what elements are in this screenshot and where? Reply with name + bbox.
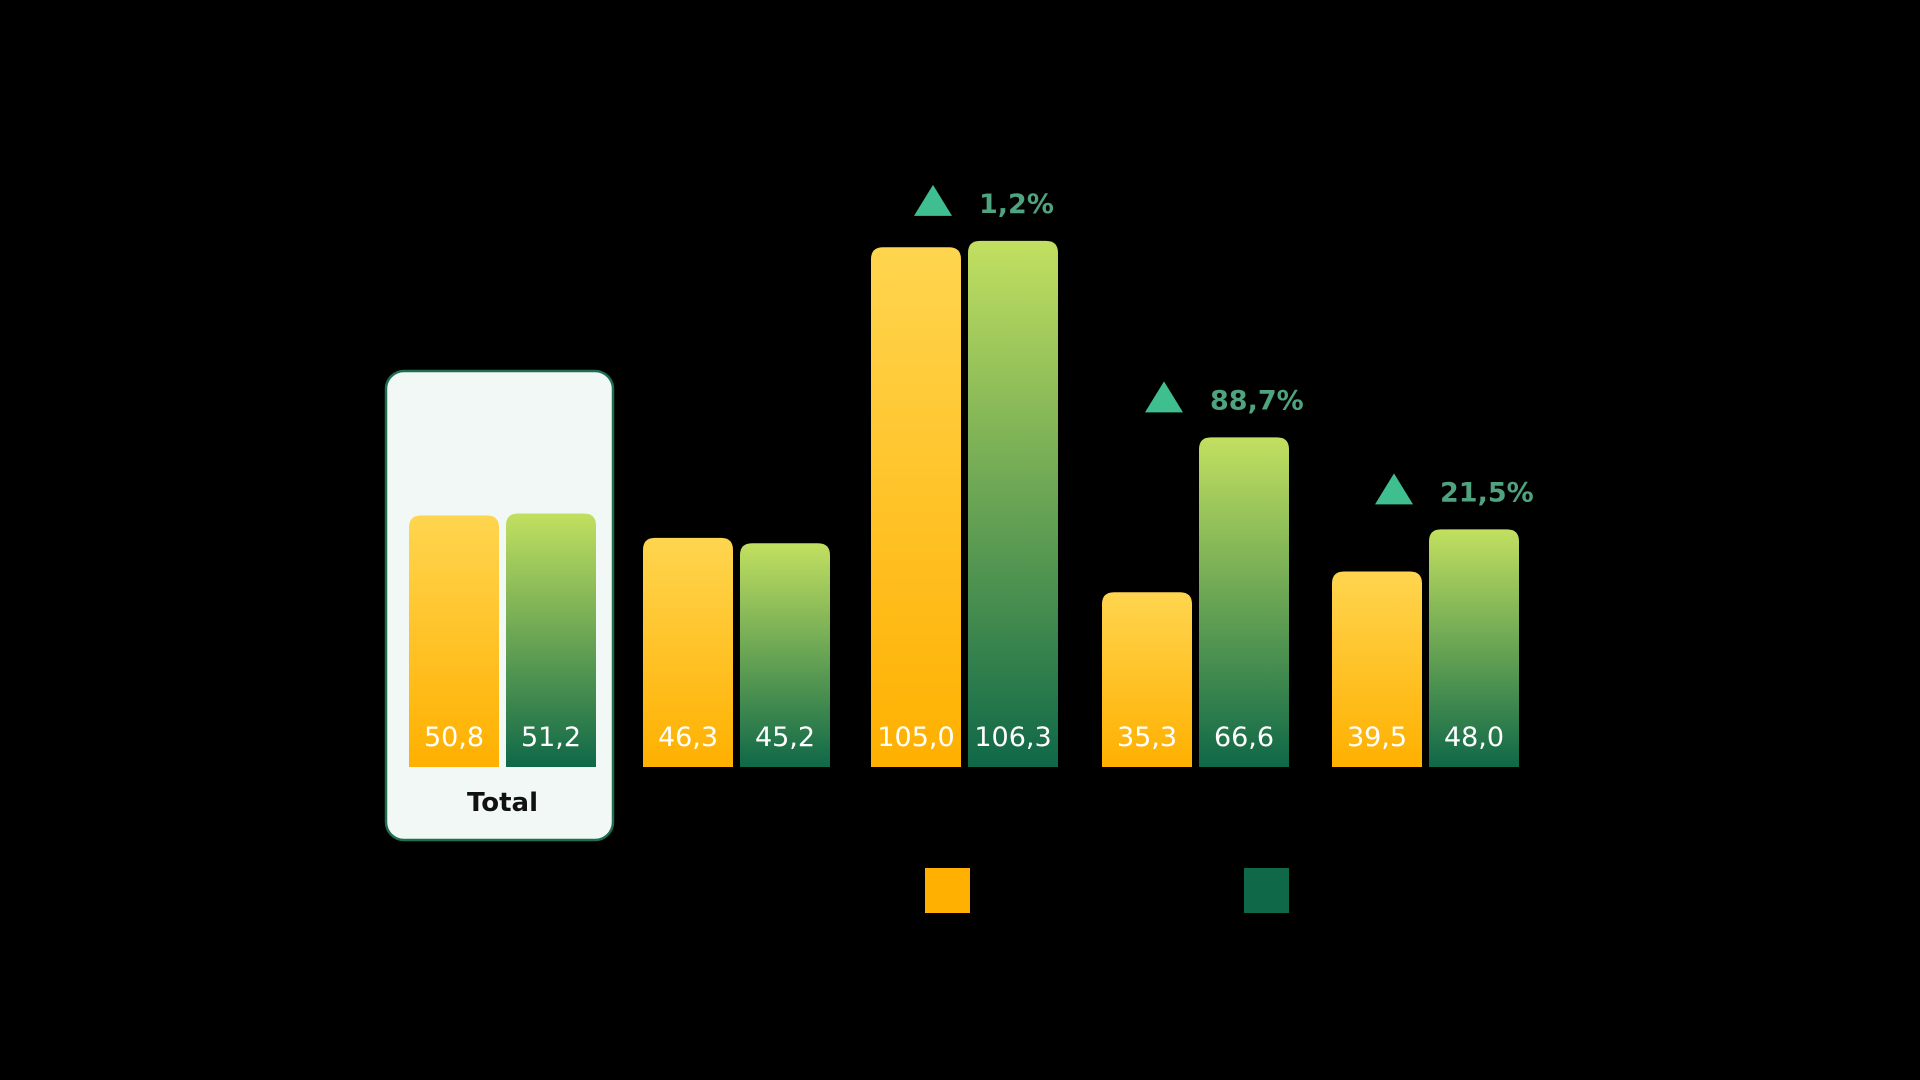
change-label-c3: 1,2% bbox=[979, 189, 1054, 220]
value-label-s1-c5: 39,5 bbox=[1347, 722, 1407, 753]
bar-s1-c4 bbox=[1102, 592, 1192, 767]
bar-s2-c3 bbox=[968, 240, 1058, 767]
value-label-s1-c1: 50,8 bbox=[424, 722, 484, 753]
value-label-s1-c3: 105,0 bbox=[877, 722, 954, 753]
up-arrow-icon bbox=[914, 184, 952, 216]
category-label-1: Total bbox=[467, 788, 538, 818]
legend-swatch-2 bbox=[1244, 868, 1289, 913]
up-arrow-icon bbox=[1145, 381, 1183, 413]
deltas-layer: 1,2% 88,7% 21,5% bbox=[914, 184, 1534, 508]
change-label-c5: 21,5% bbox=[1440, 477, 1534, 508]
bar-s2-c2 bbox=[740, 543, 830, 767]
bar-s1-c5 bbox=[1332, 571, 1422, 767]
labels-layer: 50,8 51,2 Total 46,3 45,2 105,0 106,3 35,3 66,6 3… bbox=[424, 722, 1504, 818]
value-label-s1-c4: 35,3 bbox=[1117, 722, 1177, 753]
change-label-c4: 88,7% bbox=[1210, 385, 1304, 416]
value-label-s2-c5: 48,0 bbox=[1444, 722, 1504, 753]
bar-s1-c2 bbox=[643, 537, 733, 767]
value-label-s2-c3: 106,3 bbox=[974, 722, 1051, 753]
legend-swatch-1 bbox=[925, 868, 970, 913]
value-label-s2-c2: 45,2 bbox=[755, 722, 815, 753]
bar-s2-c4 bbox=[1199, 437, 1289, 767]
value-label-s2-c4: 66,6 bbox=[1214, 722, 1274, 753]
value-label-s2-c1: 51,2 bbox=[521, 722, 581, 753]
legend bbox=[925, 868, 1289, 913]
bar-s1-c1 bbox=[409, 515, 499, 767]
bar-s1-c3 bbox=[871, 247, 961, 767]
bar-s2-c1 bbox=[506, 513, 596, 767]
bars-layer bbox=[409, 240, 1519, 767]
up-arrow-icon bbox=[1375, 473, 1413, 505]
value-label-s1-c2: 46,3 bbox=[658, 722, 718, 753]
bar-s2-c5 bbox=[1429, 529, 1519, 767]
